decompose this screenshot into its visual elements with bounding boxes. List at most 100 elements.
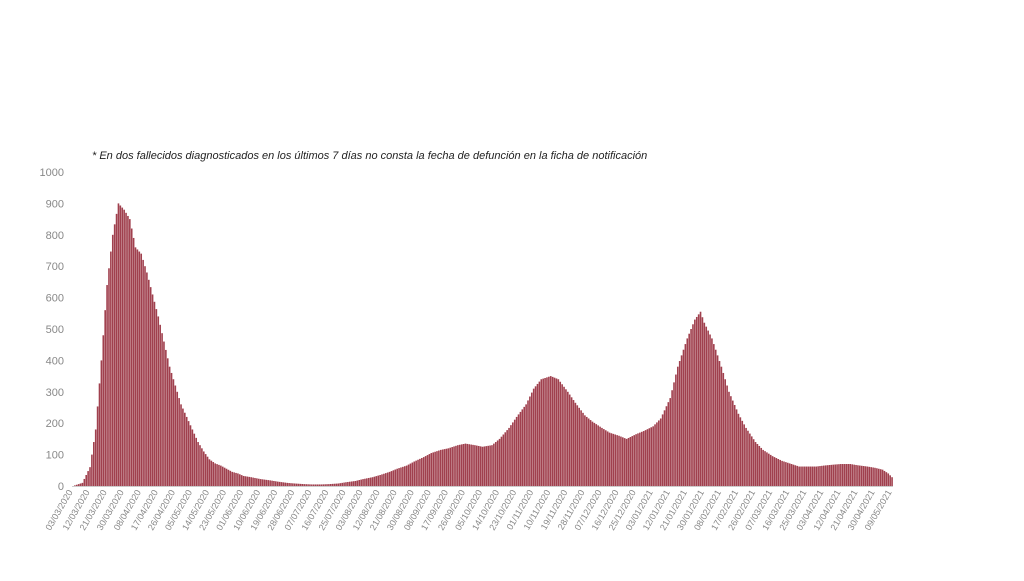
- chart-bar: [104, 310, 106, 486]
- chart-bar: [182, 408, 184, 486]
- chart-bar: [328, 484, 330, 486]
- chart-bar: [519, 411, 522, 486]
- chart-bar: [299, 483, 302, 486]
- chart-bar: [659, 418, 662, 486]
- chart-bar: [386, 472, 389, 486]
- chart-bar: [138, 251, 141, 486]
- chart-bar: [762, 449, 764, 486]
- chart-bar: [239, 474, 241, 486]
- chart-bar: [631, 436, 634, 486]
- chart-bar: [798, 466, 800, 486]
- chart-bar: [510, 425, 512, 486]
- chart-bar: [316, 484, 319, 486]
- chart-bar: [686, 338, 689, 486]
- chart-bar: [326, 484, 328, 486]
- chart-bar: [804, 466, 806, 486]
- y-tick-label: 700: [46, 261, 64, 273]
- chart-bar: [768, 453, 770, 486]
- chart-bar: [347, 481, 349, 486]
- chart-bar: [794, 465, 797, 486]
- chart-bar: [737, 413, 740, 486]
- chart-bar: [764, 451, 766, 486]
- chart-bar: [191, 429, 194, 486]
- chart-bar: [246, 476, 249, 486]
- chart-bar: [485, 446, 488, 486]
- chart-bar: [352, 481, 355, 486]
- chart-bar: [451, 447, 453, 486]
- chart-bar: [866, 466, 869, 486]
- chart-bar: [750, 436, 753, 486]
- chart-bar: [650, 427, 653, 486]
- chart-bar: [629, 437, 632, 486]
- chart-bar: [781, 460, 783, 486]
- chart-bar: [422, 457, 425, 486]
- chart-bar: [242, 475, 245, 486]
- chart-bar: [204, 454, 207, 486]
- chart-bar: [582, 412, 584, 486]
- chart-bar: [760, 447, 763, 486]
- chart-bar: [441, 449, 444, 486]
- chart-bar: [525, 404, 527, 486]
- chart-bar: [584, 415, 586, 486]
- chart-bar: [544, 377, 546, 486]
- chart-bar: [493, 443, 495, 486]
- chart-bar: [506, 430, 508, 486]
- chart-bar: [648, 428, 651, 486]
- chart-bar: [819, 466, 821, 486]
- chart-bar: [567, 391, 569, 486]
- chart-bar: [889, 475, 891, 486]
- chart-bar: [278, 481, 281, 486]
- chart-bar: [301, 483, 304, 486]
- chart-bar: [225, 468, 228, 486]
- chart-bar: [218, 464, 220, 486]
- chart-bar: [728, 391, 730, 486]
- chart-bar: [79, 483, 82, 486]
- chart-bar: [223, 467, 226, 486]
- chart-bar: [860, 465, 863, 486]
- chart-bar: [432, 452, 435, 486]
- chart-bar: [534, 386, 537, 486]
- chart-bar: [578, 407, 580, 486]
- chart-bar: [735, 409, 738, 486]
- chart-bar: [147, 279, 150, 486]
- chart-bar: [684, 344, 687, 486]
- chart-bar: [348, 481, 351, 486]
- chart-bar: [481, 446, 484, 486]
- chart-bar: [622, 437, 624, 486]
- chart-bar: [673, 382, 675, 486]
- chart-bar: [730, 396, 732, 486]
- chart-bar: [637, 433, 639, 486]
- chart-bar: [832, 464, 835, 486]
- chart-bar: [430, 453, 433, 486]
- chart-bar: [474, 445, 476, 486]
- chart-bar: [415, 460, 417, 486]
- chart-bar: [745, 427, 747, 486]
- chart-bar: [256, 478, 258, 486]
- chart-bar: [836, 464, 838, 486]
- chart-bar: [111, 234, 114, 486]
- chart-bar: [716, 355, 719, 486]
- chart-bar: [77, 484, 80, 486]
- chart-bar: [694, 319, 696, 486]
- chart-bar: [163, 341, 165, 486]
- chart-bar: [512, 422, 514, 486]
- chart-bar: [91, 454, 93, 486]
- chart-bar: [722, 372, 725, 486]
- chart-bar: [838, 464, 840, 486]
- y-tick-label: 600: [46, 293, 64, 305]
- chart-bar: [263, 479, 266, 486]
- chart-bar: [383, 473, 385, 486]
- chart-bar: [701, 317, 704, 486]
- chart-bar: [166, 358, 169, 486]
- chart-bar: [864, 466, 867, 486]
- chart-bar: [193, 433, 196, 486]
- chart-bar: [407, 464, 410, 486]
- chart-bar: [834, 464, 836, 486]
- chart-bar: [766, 452, 768, 486]
- chart-bar: [817, 466, 819, 486]
- chart-bar: [360, 479, 362, 486]
- chart-bar: [883, 470, 886, 486]
- y-tick-label: 0: [58, 481, 64, 493]
- chart-bar: [388, 471, 391, 486]
- chart-bar: [125, 212, 127, 486]
